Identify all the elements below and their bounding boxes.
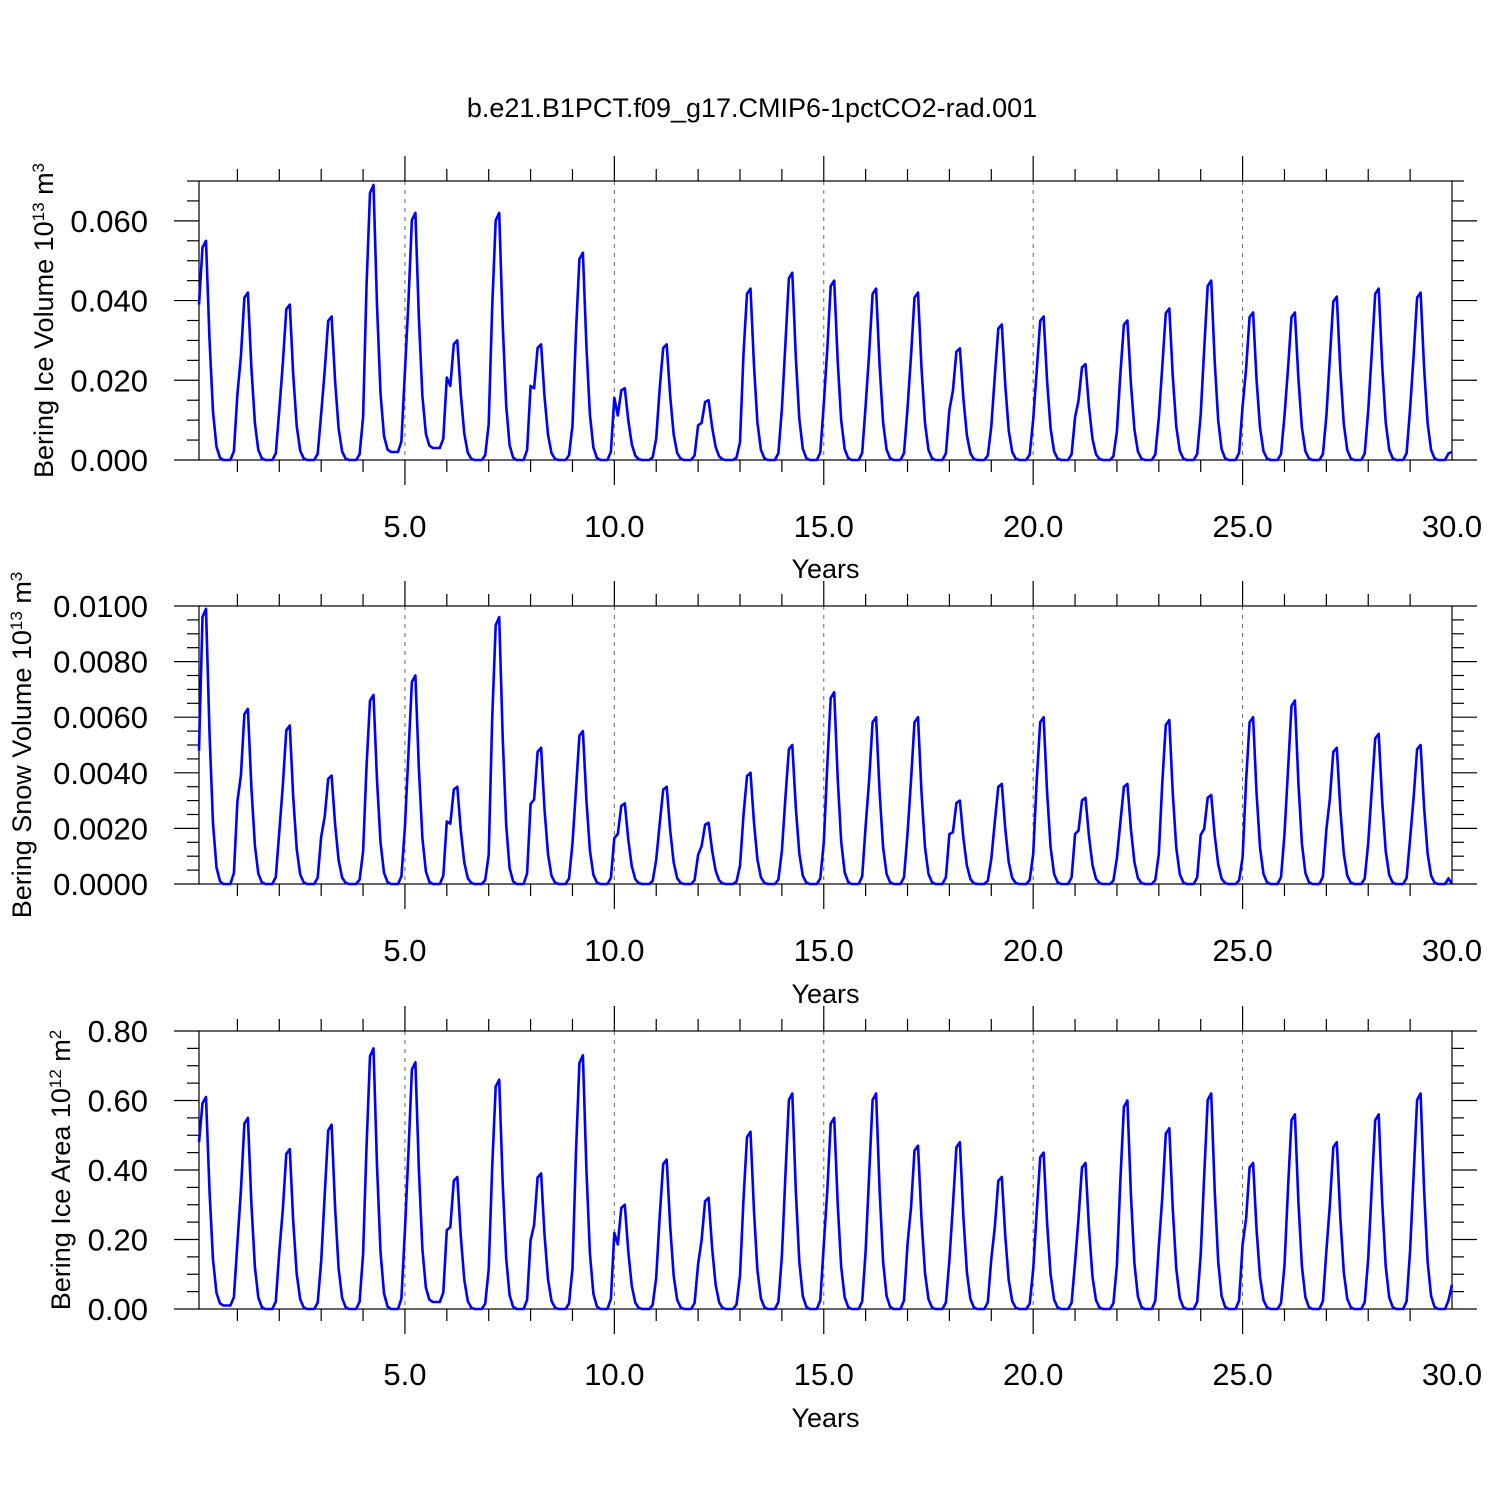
x-axis-title: Years bbox=[791, 1403, 859, 1433]
y-tick-label: 0.20 bbox=[88, 1223, 148, 1258]
x-tick-label: 5.0 bbox=[383, 509, 426, 544]
y-tick-label: 0.00 bbox=[88, 1292, 148, 1327]
x-tick-label: 30.0 bbox=[1422, 1357, 1482, 1392]
x-axis-title: Years bbox=[791, 554, 859, 584]
panel-3: 5.0 10.0 15.0 20.0 25.0 30.0 Years 0.00 0.20 0.40… bbox=[46, 1006, 1482, 1433]
x-tick-label: 30.0 bbox=[1422, 509, 1482, 544]
panel-1: 5.0 10.0 15.0 20.0 25.0 30.0 Years 0.000 0.020 0.… bbox=[29, 156, 1482, 584]
plot-frame bbox=[198, 1030, 1453, 1310]
x-tick-label: 20.0 bbox=[1003, 509, 1063, 544]
x-tick-label: 10.0 bbox=[584, 509, 644, 544]
plot-frame bbox=[198, 180, 1453, 461]
plot-frame bbox=[198, 605, 1453, 885]
x-tick-label: 20.0 bbox=[1003, 1357, 1063, 1392]
x-tick-label: 15.0 bbox=[794, 509, 854, 544]
y-tick-label: 0.060 bbox=[70, 204, 148, 239]
y-tick-label: 0.020 bbox=[70, 363, 148, 398]
x-tick-label: 25.0 bbox=[1212, 509, 1272, 544]
x-tick-label: 15.0 bbox=[794, 1357, 854, 1392]
x-tick-label: 10.0 bbox=[584, 933, 644, 968]
panel-2: 5.0 10.0 15.0 20.0 25.0 30.0 Years 0.0000 0.0020… bbox=[7, 572, 1483, 1009]
y-tick-label: 0.040 bbox=[70, 284, 148, 319]
y-tick-label: 0.000 bbox=[70, 443, 148, 478]
y-tick-label: 0.60 bbox=[88, 1084, 148, 1119]
x-tick-label: 5.0 bbox=[383, 1357, 426, 1392]
x-tick-label: 25.0 bbox=[1212, 933, 1272, 968]
y-tick-label: 0.0060 bbox=[53, 700, 148, 735]
series-line bbox=[197, 1047, 1454, 1311]
y-tick-label: 0.0020 bbox=[53, 811, 148, 846]
y-tick-label: 0.0000 bbox=[53, 867, 148, 902]
y-axis-title: Bering Ice Volume 1013 m3 bbox=[29, 163, 59, 478]
x-tick-label: 25.0 bbox=[1212, 1357, 1272, 1392]
y-tick-label: 0.0080 bbox=[53, 645, 148, 680]
x-tick-label: 20.0 bbox=[1003, 933, 1063, 968]
series-line bbox=[197, 607, 1454, 886]
x-tick-label: 5.0 bbox=[383, 933, 426, 968]
x-tick-label: 30.0 bbox=[1422, 933, 1482, 968]
y-tick-label: 0.40 bbox=[88, 1153, 148, 1188]
figure-title: b.e21.B1PCT.f09_g17.CMIP6-1pctCO2-rad.00… bbox=[467, 93, 1037, 123]
x-tick-label: 15.0 bbox=[794, 933, 854, 968]
series-line bbox=[197, 183, 1453, 462]
y-tick-label: 0.0100 bbox=[53, 589, 148, 624]
panels: 5.0 10.0 15.0 20.0 25.0 30.0 Years 0.000 0.020 0.… bbox=[7, 156, 1483, 1433]
y-tick-label: 0.80 bbox=[88, 1014, 148, 1049]
y-axis-title: Bering Ice Area 1012 m2 bbox=[46, 1030, 76, 1311]
y-axis-title: Bering Snow Volume 1013 m3 bbox=[7, 572, 37, 919]
y-tick-label: 0.0040 bbox=[53, 756, 148, 791]
x-tick-label: 10.0 bbox=[584, 1357, 644, 1392]
x-axis-title: Years bbox=[791, 979, 859, 1009]
